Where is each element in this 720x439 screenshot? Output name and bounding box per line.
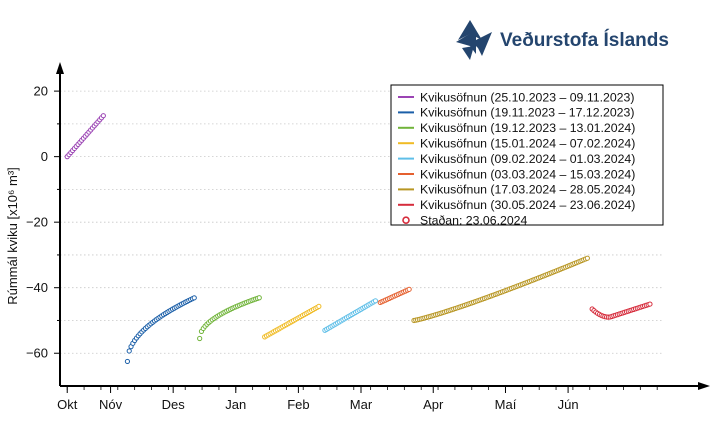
data-point (584, 255, 590, 261)
logo-mark-icon (456, 20, 492, 60)
y-tick-label: 20 (34, 84, 48, 99)
x-tick-label: Okt (57, 397, 78, 412)
x-tick-label: Des (162, 397, 186, 412)
legend-label: Kvikusöfnun (17.03.2024 – 28.05.2024) (420, 183, 635, 197)
legend-box (390, 84, 664, 226)
x-axis-ticks: Okt Nóv Des Jan Feb Mar Apr Maí Jún (57, 386, 658, 412)
y-tick-label: −40 (26, 280, 48, 295)
data-point (126, 348, 132, 354)
x-axis-arrow (698, 382, 710, 390)
data-point (316, 303, 322, 310)
x-tick-label: Apr (423, 397, 444, 412)
legend-status-marker (402, 216, 410, 224)
logo-wordmark: Veðurstofa Íslands (500, 29, 669, 51)
axes (56, 62, 710, 390)
data-point (197, 335, 203, 342)
x-tick-label: Maí (495, 397, 517, 412)
grid-lines (60, 90, 662, 354)
series (322, 298, 379, 333)
legend-label: Kvikusöfnun (03.03.2024 – 15.03.2024) (420, 167, 635, 181)
legend-label: Kvikusöfnun (09.02.2024 – 01.03.2024) (420, 152, 635, 166)
series (411, 255, 590, 324)
x-tick-label: Jan (225, 397, 246, 412)
series (64, 113, 106, 160)
x-tick-label: Feb (287, 397, 309, 412)
data-points (64, 113, 653, 365)
data-point (124, 358, 131, 365)
x-tick-label: Mar (350, 397, 373, 412)
data-point (100, 113, 106, 119)
data-point (406, 286, 412, 292)
y-tick-label: −60 (26, 346, 48, 361)
y-tick-label: 0 (41, 149, 48, 164)
vedurstofa-logo: Veðurstofa Íslands (456, 20, 669, 60)
series (262, 303, 322, 340)
legend-label: Kvikusöfnun (19.12.2023 – 13.01.2024) (420, 121, 635, 135)
series (124, 295, 197, 365)
data-point (191, 295, 197, 301)
x-tick-label: Nóv (99, 397, 123, 412)
legend-label: Kvikusöfnun (15.01.2024 – 07.02.2024) (420, 137, 635, 151)
series (197, 295, 262, 342)
x-tick-label: Jún (558, 397, 579, 412)
y-axis-arrow (56, 62, 64, 74)
y-axis-ticks: 20 0 −20 −40 −60 (26, 84, 60, 361)
data-point (372, 298, 379, 304)
legend-label: Kvikusöfnun (30.05.2024 – 23.06.2024) (420, 198, 635, 212)
y-axis-label: Rúmmál kviku [x10⁶ m³] (5, 167, 20, 305)
data-point (256, 295, 262, 301)
data-point (647, 301, 653, 307)
series (589, 301, 653, 320)
series (377, 286, 412, 306)
legend-label: Kvikusöfnun (19.11.2023 – 17.12.2023) (420, 106, 634, 120)
legend-label: Kvikusöfnun (25.10.2023 – 09.11.2023) (420, 90, 634, 104)
y-tick-label: −20 (26, 215, 48, 230)
legend-status-label: Staðan: 23.06.2024 (420, 214, 528, 228)
legend: Kvikusöfnun (25.10.2023 – 09.11.2023) Kvi… (390, 84, 664, 228)
